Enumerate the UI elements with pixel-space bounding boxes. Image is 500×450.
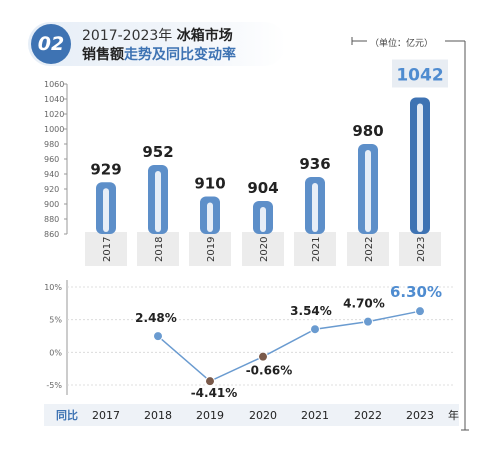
- bar-category-label: 2022: [364, 237, 375, 262]
- title-metric: 销售额: [82, 47, 124, 63]
- title-years: 2017-2023年: [82, 28, 173, 44]
- yoy-point-label: -4.41%: [191, 386, 238, 400]
- line-y-tick-label: -5%: [46, 381, 62, 390]
- yoy-point-label: 3.54%: [290, 304, 332, 318]
- bar-highlight: [103, 188, 109, 232]
- bar-value-label: 929: [90, 160, 121, 178]
- bar-category-label: 2021: [311, 237, 322, 262]
- bar-label-plate: [85, 232, 127, 266]
- bar-label-plate: [399, 232, 441, 266]
- yoy-point-label: 2.48%: [135, 311, 177, 325]
- chart-header: 02 2017-2023年 冰箱市场 销售额走势及同比变动率: [0, 0, 500, 70]
- bar-highlight: [260, 207, 266, 232]
- yoy-point: [153, 331, 163, 342]
- bar-y-tick-label: 880: [44, 215, 59, 224]
- bar-highlight: [207, 202, 213, 232]
- x-tick-label: 2022: [354, 409, 382, 422]
- bar-label-plate: [137, 232, 179, 266]
- row-label: 同比: [56, 408, 78, 422]
- bar-value-label: 936: [299, 155, 330, 173]
- unit-label: （单位：亿元）: [370, 39, 434, 49]
- chart-title-line1: 2017-2023年 冰箱市场: [82, 25, 233, 45]
- bar-category-label: 2018: [154, 237, 165, 262]
- bar-y-tick-label: 1040: [44, 95, 64, 104]
- x-tick-label: 2017: [92, 409, 120, 422]
- chart-title-line2: 销售额走势及同比变动率: [82, 44, 236, 64]
- x-tick-label: 2019: [196, 409, 224, 422]
- bar-value-label: 904: [247, 179, 278, 197]
- bar-y-tick-label: 1000: [44, 125, 64, 134]
- bar-highlight: [365, 150, 371, 232]
- highlight-value-box: [392, 59, 448, 88]
- bar-y-tick-label: 1020: [44, 110, 64, 119]
- bar-highlight: [417, 103, 423, 232]
- yoy-point-label: 6.30%: [390, 283, 442, 301]
- yoy-point: [258, 351, 268, 362]
- bar-y-tick-label: 920: [44, 185, 59, 194]
- bar-label-plate: [189, 232, 231, 266]
- line-y-tick-label: 5%: [49, 316, 62, 325]
- yoy-point: [363, 316, 373, 327]
- title-market: 冰箱市场: [176, 28, 233, 44]
- yoy-point-label: -0.66%: [246, 364, 293, 378]
- bar-y-tick-label: 940: [44, 170, 59, 179]
- bar-category-label: 2023: [416, 237, 427, 262]
- x-tick-label: 2020: [249, 409, 277, 422]
- yoy-line: [157, 310, 421, 383]
- bar-highlight: [312, 183, 318, 232]
- x-tick-label: 2023: [406, 409, 434, 422]
- x-axis-strip: [44, 404, 459, 426]
- yoy-point-label: 4.70%: [343, 297, 385, 311]
- bar-y-tick-label: 900: [44, 200, 59, 209]
- bar-value-label: 980: [352, 122, 383, 140]
- x-unit-label: 年: [448, 408, 459, 422]
- title-background: [28, 22, 286, 66]
- bar-label-plate: [242, 232, 284, 266]
- yoy-point: [310, 324, 320, 335]
- yoy-point: [205, 376, 215, 387]
- bar-value-label: 1042: [396, 66, 443, 86]
- bar-highlight: [155, 171, 161, 232]
- bar-y-tick-label: 1060: [44, 80, 64, 89]
- section-number-badge: 02: [31, 24, 71, 64]
- title-trend: 走势及同比变动率: [124, 47, 236, 63]
- bar-value-label: 952: [142, 143, 173, 161]
- line-y-tick-label: 10%: [44, 283, 62, 292]
- bar-category-label: 2017: [102, 237, 113, 262]
- bar-category-label: 2019: [206, 237, 217, 262]
- line-y-tick-label: 0%: [49, 348, 62, 357]
- x-tick-label: 2021: [301, 409, 329, 422]
- bar-value-label: 910: [194, 175, 225, 193]
- bar-y-tick-label: 860: [44, 230, 59, 239]
- bar-category-label: 2020: [259, 237, 270, 262]
- x-tick-label: 2018: [144, 409, 172, 422]
- bar-label-plate: [294, 232, 336, 266]
- bar-y-tick-label: 980: [44, 140, 59, 149]
- bar-y-tick-label: 960: [44, 155, 59, 164]
- yoy-point: [415, 306, 425, 317]
- bar-label-plate: [347, 232, 389, 266]
